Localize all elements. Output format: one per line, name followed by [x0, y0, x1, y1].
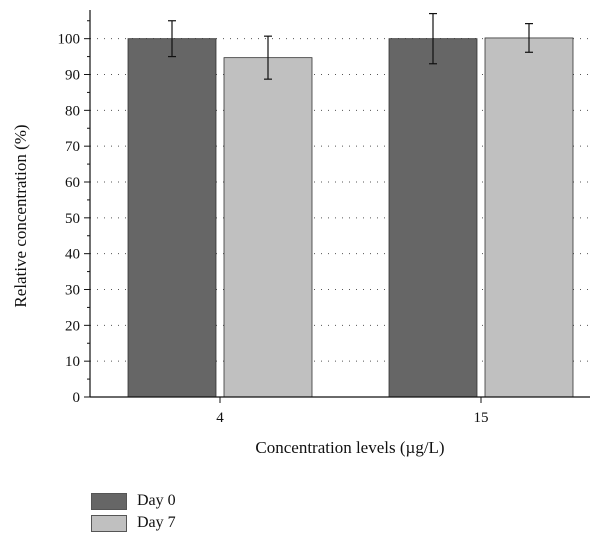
bar-15-series1 — [484, 37, 574, 398]
legend-swatch-day7 — [91, 514, 127, 532]
legend-item-day0: Day 0 — [91, 490, 176, 512]
y-tick-label: 70 — [65, 139, 80, 155]
y-tick-label: 50 — [65, 211, 80, 227]
bar-4-series0 — [127, 38, 217, 398]
y-tick-label: 90 — [65, 68, 80, 84]
bars — [127, 37, 574, 398]
y-tick-label: 60 — [65, 175, 80, 191]
y-tick-label: 0 — [73, 390, 81, 406]
x-axis-label: Concentration levels (µg/L) — [255, 438, 444, 457]
y-tick-label: 40 — [65, 247, 80, 263]
y-tick-label: 30 — [65, 283, 80, 299]
legend-label-day0: Day 0 — [137, 492, 176, 509]
bar-15-series0 — [388, 38, 478, 398]
x-tick-label: 4 — [216, 410, 224, 426]
legend: Day 0 Day 7 — [91, 490, 176, 534]
y-tick-label: 20 — [65, 318, 80, 334]
y-tick-label: 10 — [65, 354, 80, 370]
y-axis-label: Relative concentration (%) — [11, 124, 30, 307]
bar-chart: 0 10 20 30 40 50 60 70 80 90 100 4 15 Relative conce… — [11, 10, 590, 457]
legend-swatch-day0 — [91, 492, 127, 510]
bar-4-series1 — [223, 57, 313, 398]
y-tick-label: 80 — [65, 103, 80, 119]
legend-label-day7: Day 7 — [137, 514, 176, 531]
y-tick-label: 100 — [58, 32, 81, 48]
axes: 0 10 20 30 40 50 60 70 80 90 100 4 15 — [58, 10, 590, 426]
x-tick-label: 15 — [474, 410, 489, 426]
error-bars — [168, 12, 533, 80]
legend-item-day7: Day 7 — [91, 512, 176, 534]
